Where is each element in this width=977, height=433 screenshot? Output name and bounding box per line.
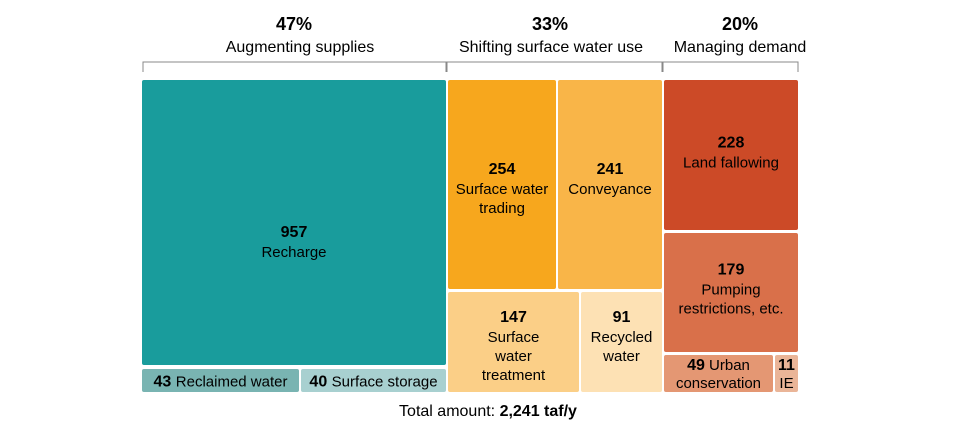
group-percent: 20% (722, 14, 758, 34)
cell-value: 254 (489, 161, 516, 178)
group-percent: 47% (276, 14, 312, 34)
treemap-cell: 241 Conveyance (558, 80, 662, 289)
group-name: Augmenting supplies (226, 39, 375, 56)
treemap-cells: 957 Recharge 43 Reclaimed water 40 Surface … (142, 80, 798, 392)
group-bracket (142, 61, 447, 72)
treemap-cell: 147 Surface water treatment (448, 292, 579, 392)
cell-label: Conveyance (568, 181, 651, 198)
cell-label: Surface water (456, 181, 549, 198)
treemap-cell: 957 Recharge (142, 80, 446, 365)
treemap-cell-rect (558, 80, 662, 289)
treemap-cell-rect (664, 233, 798, 352)
cell-label: restrictions, etc. (678, 301, 783, 318)
group-header-shifting: 33% Shifting surface water use (446, 14, 663, 72)
treemap-cell-rect (581, 292, 662, 392)
cell-value: 147 (500, 309, 527, 326)
cell-label: water (602, 348, 640, 365)
cell-value: 40 (309, 374, 331, 391)
cell-label: 49 Urban (687, 357, 750, 374)
cell-label: Land fallowing (683, 155, 779, 172)
group-percent: 33% (532, 14, 568, 34)
treemap-cell-rect (448, 80, 556, 289)
treemap-cell-rect (448, 292, 579, 392)
group-header-augmenting: 47% Augmenting supplies (142, 14, 447, 72)
treemap-cell-rect (301, 369, 446, 392)
cell-value: 11 (778, 357, 795, 374)
treemap-cell: 91 Recycled water (581, 292, 662, 392)
treemap-cell: 40 Surface storage (301, 369, 446, 392)
group-bracket (446, 61, 663, 72)
treemap-cell-rect (664, 80, 798, 230)
cell-label: 11 (778, 357, 795, 374)
treemap-cell-rect (142, 369, 299, 392)
group-name: Shifting surface water use (459, 39, 643, 56)
group-header-managing: 20% Managing demand (662, 14, 807, 72)
total-amount: Total amount: 2,241 taf/y (399, 403, 577, 420)
cell-label: 43 Reclaimed water (154, 374, 288, 391)
cell-label: IE (779, 375, 793, 392)
cell-value: 49 (687, 357, 705, 374)
treemap-cell: 179 Pumping restrictions, etc. (664, 233, 798, 352)
cell-value: 179 (718, 262, 745, 279)
treemap-cell-rect (775, 355, 798, 392)
cell-label: trading (479, 200, 525, 217)
cell-label: Recharge (261, 244, 326, 261)
total-value: 2,241 taf/y (500, 403, 577, 420)
treemap-cell-rect (664, 355, 773, 392)
treemap-cell: 254 Surface water trading (448, 80, 556, 289)
cell-value: 43 (154, 374, 176, 391)
cell-label-text: Reclaimed water (176, 374, 288, 391)
cell-value: 957 (281, 224, 308, 241)
cell-label: water (494, 348, 532, 365)
cell-value: 228 (718, 135, 745, 152)
cell-value: 241 (597, 161, 624, 178)
cell-label: conservation (676, 375, 761, 392)
cell-label: treatment (482, 367, 546, 384)
cell-label: Pumping (701, 282, 760, 299)
group-bracket (662, 61, 799, 72)
cell-label: Recycled (591, 329, 653, 346)
cell-label: Surface (488, 329, 540, 346)
cell-label-text: Urban (705, 357, 750, 374)
treemap-cell: 43 Reclaimed water (142, 369, 299, 392)
treemap-cell-rect (142, 80, 446, 365)
cell-label: 40 Surface storage (309, 374, 437, 391)
total-label: Total amount: (399, 403, 495, 420)
cell-value: 91 (613, 309, 631, 326)
treemap-cell: 228 Land fallowing (664, 80, 798, 230)
group-name: Managing demand (674, 39, 807, 56)
cell-label-text: Surface storage (332, 374, 438, 391)
